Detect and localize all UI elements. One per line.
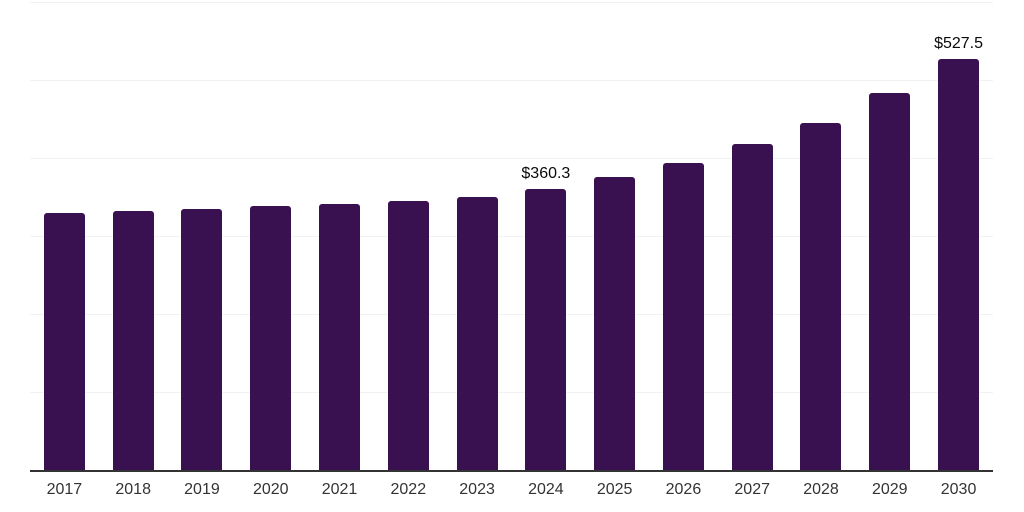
bar xyxy=(800,122,842,470)
x-axis-label: 2019 xyxy=(184,481,220,498)
x-axis-line xyxy=(30,470,993,472)
x-axis-label: 2024 xyxy=(528,481,564,498)
bar-slot xyxy=(236,2,305,470)
bar-slot xyxy=(649,2,718,470)
bar-slot xyxy=(99,2,168,470)
gridlines-layer xyxy=(30,2,993,470)
bar xyxy=(319,204,361,470)
bar xyxy=(456,197,498,470)
x-axis-tick-labels: 2017 2018 2019 2020 2021 2022 2023 2024 2025 2026… xyxy=(30,480,993,500)
bars-layer: $360.3 $527.5 xyxy=(30,2,993,470)
bar xyxy=(43,212,85,470)
bar xyxy=(662,162,704,470)
x-axis-label: 2026 xyxy=(665,481,702,498)
value-label: $360.3 xyxy=(521,164,571,182)
x-axis-label: 2018 xyxy=(115,481,151,498)
plot-area: $360.3 $527.5 xyxy=(30,2,993,472)
bar-slot: $527.5 xyxy=(924,2,993,470)
bar xyxy=(250,206,292,470)
x-axis-label: 2028 xyxy=(803,481,839,498)
x-axis-label: 2017 xyxy=(46,481,83,498)
bar-slot xyxy=(443,2,512,470)
x-axis-label: 2023 xyxy=(459,481,495,498)
bar xyxy=(112,211,154,470)
x-axis-label: 2021 xyxy=(321,481,358,498)
gridline xyxy=(30,392,993,393)
bar xyxy=(594,176,636,470)
bar xyxy=(181,208,223,470)
gridline xyxy=(30,2,993,3)
bar-slot xyxy=(374,2,443,470)
bar xyxy=(938,58,980,470)
bar-slot xyxy=(30,2,99,470)
gridline xyxy=(30,236,993,237)
x-axis-label: 2025 xyxy=(596,481,633,498)
bar xyxy=(387,200,429,470)
bar xyxy=(731,143,773,470)
bar-slot xyxy=(305,2,374,470)
bar-slot: $360.3 xyxy=(511,2,580,470)
bar-slot xyxy=(168,2,237,470)
x-axis-label: 2022 xyxy=(390,481,427,498)
bar-slot xyxy=(718,2,787,470)
gridline xyxy=(30,313,993,315)
bar xyxy=(869,93,911,470)
x-axis-label: 2020 xyxy=(252,481,289,498)
gridline xyxy=(30,79,993,81)
x-axis-label: 2030 xyxy=(940,481,977,498)
bar-slot xyxy=(580,2,649,470)
x-axis-label: 2027 xyxy=(734,481,770,498)
bar-slot xyxy=(787,2,856,470)
bar xyxy=(525,188,567,470)
value-label: $527.5 xyxy=(934,34,984,52)
bar-slot xyxy=(855,2,924,470)
x-axis-label: 2029 xyxy=(871,481,908,498)
gridline xyxy=(30,157,993,159)
